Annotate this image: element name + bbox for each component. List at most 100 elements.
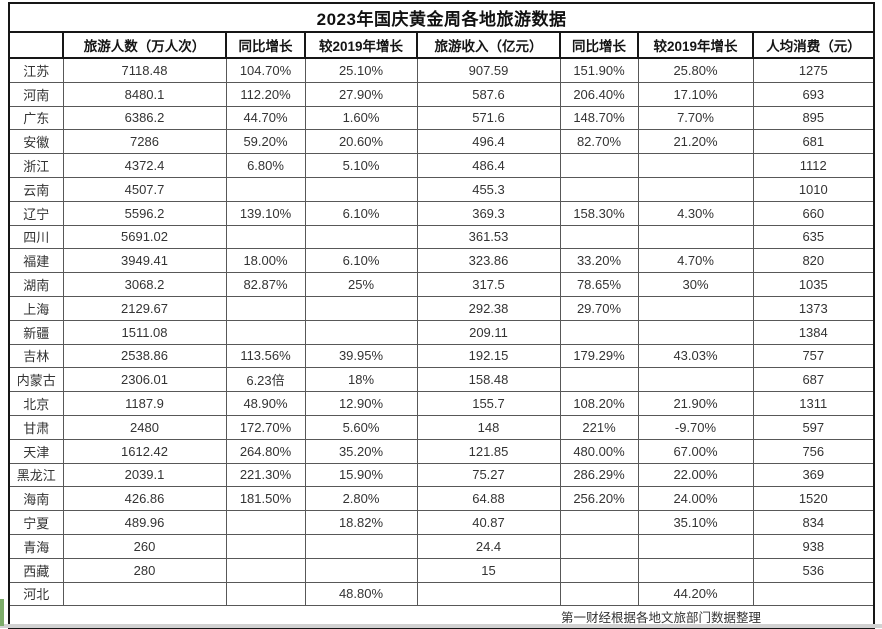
value-cell[interactable]: 18.00% — [225, 248, 306, 274]
value-cell[interactable]: 209.11 — [416, 319, 561, 345]
value-cell[interactable]: 4372.4 — [62, 153, 227, 178]
value-cell[interactable] — [559, 176, 639, 202]
province-cell[interactable]: 辽宁 — [8, 200, 64, 226]
value-cell[interactable] — [637, 224, 754, 250]
value-cell[interactable]: 820 — [752, 248, 875, 274]
value-cell[interactable] — [62, 581, 227, 607]
value-cell[interactable] — [559, 319, 639, 345]
value-cell[interactable] — [304, 295, 418, 321]
value-cell[interactable] — [304, 533, 418, 559]
value-cell[interactable]: 635 — [752, 224, 875, 250]
value-cell[interactable]: 7286 — [62, 129, 227, 155]
value-cell[interactable]: 64.88 — [416, 486, 561, 512]
value-cell[interactable]: 687 — [752, 367, 875, 393]
value-cell[interactable]: 426.86 — [62, 486, 227, 512]
value-cell[interactable] — [559, 533, 639, 559]
province-cell[interactable]: 海南 — [8, 486, 64, 512]
value-cell[interactable] — [304, 557, 418, 583]
value-cell[interactable]: 455.3 — [416, 176, 561, 202]
province-cell[interactable]: 甘肃 — [8, 414, 64, 440]
value-cell[interactable]: 3068.2 — [62, 272, 227, 297]
value-cell[interactable]: 2480 — [62, 414, 227, 440]
value-cell[interactable]: 15 — [416, 557, 561, 583]
value-cell[interactable]: 22.00% — [637, 462, 754, 488]
value-cell[interactable]: 4.70% — [637, 248, 754, 274]
value-cell[interactable]: 660 — [752, 200, 875, 226]
value-cell[interactable]: 7118.48 — [62, 57, 227, 83]
column-header[interactable]: 同比增长 — [225, 31, 306, 59]
province-cell[interactable]: 宁夏 — [8, 510, 64, 535]
value-cell[interactable]: 112.20% — [225, 81, 306, 107]
value-cell[interactable]: 264.80% — [225, 438, 306, 464]
province-cell[interactable]: 河北 — [8, 581, 64, 607]
value-cell[interactable]: 24.00% — [637, 486, 754, 512]
value-cell[interactable]: 148 — [416, 414, 561, 440]
value-cell[interactable] — [637, 367, 754, 393]
column-header[interactable]: 较2019年增长 — [637, 31, 754, 59]
value-cell[interactable]: 25.10% — [304, 57, 418, 83]
value-cell[interactable]: 2538.86 — [62, 343, 227, 369]
value-cell[interactable]: 29.70% — [559, 295, 639, 321]
value-cell[interactable]: 192.15 — [416, 343, 561, 369]
value-cell[interactable] — [559, 581, 639, 607]
value-cell[interactable]: 6.10% — [304, 248, 418, 274]
value-cell[interactable] — [559, 153, 639, 178]
province-cell[interactable]: 青海 — [8, 533, 64, 559]
table-title[interactable]: 2023年国庆黄金周各地旅游数据 — [7, 2, 876, 33]
value-cell[interactable]: 7.70% — [637, 105, 754, 131]
value-cell[interactable]: 2129.67 — [62, 295, 227, 321]
province-cell[interactable]: 黑龙江 — [8, 462, 64, 488]
value-cell[interactable]: 757 — [752, 343, 875, 369]
province-cell[interactable]: 四川 — [8, 224, 64, 250]
column-header[interactable]: 旅游收入（亿元） — [416, 31, 561, 59]
value-cell[interactable]: 489.96 — [62, 510, 227, 535]
value-cell[interactable]: 1373 — [752, 295, 875, 321]
value-cell[interactable] — [559, 367, 639, 393]
province-cell[interactable]: 广东 — [8, 105, 64, 131]
value-cell[interactable]: 104.70% — [225, 57, 306, 83]
value-cell[interactable]: 256.20% — [559, 486, 639, 512]
value-cell[interactable] — [304, 224, 418, 250]
value-cell[interactable]: 4507.7 — [62, 176, 227, 202]
value-cell[interactable]: 206.40% — [559, 81, 639, 107]
value-cell[interactable]: 317.5 — [416, 272, 561, 297]
value-cell[interactable]: 907.59 — [416, 57, 561, 83]
province-cell[interactable]: 内蒙古 — [8, 367, 64, 393]
value-cell[interactable]: 681 — [752, 129, 875, 155]
value-cell[interactable]: 5691.02 — [62, 224, 227, 250]
value-cell[interactable]: 2039.1 — [62, 462, 227, 488]
value-cell[interactable]: 938 — [752, 533, 875, 559]
value-cell[interactable]: 280 — [62, 557, 227, 583]
value-cell[interactable]: 181.50% — [225, 486, 306, 512]
value-cell[interactable]: 15.90% — [304, 462, 418, 488]
value-cell[interactable]: 139.10% — [225, 200, 306, 226]
column-header[interactable]: 旅游人数（万人次） — [62, 31, 227, 59]
value-cell[interactable] — [225, 295, 306, 321]
value-cell[interactable]: 756 — [752, 438, 875, 464]
value-cell[interactable]: 59.20% — [225, 129, 306, 155]
value-cell[interactable]: 587.6 — [416, 81, 561, 107]
value-cell[interactable] — [637, 176, 754, 202]
value-cell[interactable]: 369 — [752, 462, 875, 488]
value-cell[interactable]: 75.27 — [416, 462, 561, 488]
value-cell[interactable] — [225, 319, 306, 345]
value-cell[interactable] — [637, 557, 754, 583]
value-cell[interactable]: 2.80% — [304, 486, 418, 512]
value-cell[interactable]: 361.53 — [416, 224, 561, 250]
value-cell[interactable]: -9.70% — [637, 414, 754, 440]
value-cell[interactable]: 221.30% — [225, 462, 306, 488]
value-cell[interactable] — [225, 557, 306, 583]
value-cell[interactable] — [637, 319, 754, 345]
value-cell[interactable]: 6.80% — [225, 153, 306, 178]
value-cell[interactable]: 25.80% — [637, 57, 754, 83]
value-cell[interactable]: 82.87% — [225, 272, 306, 297]
province-cell[interactable]: 河南 — [8, 81, 64, 107]
value-cell[interactable]: 3949.41 — [62, 248, 227, 274]
value-cell[interactable] — [559, 557, 639, 583]
value-cell[interactable]: 108.20% — [559, 391, 639, 416]
value-cell[interactable]: 30% — [637, 272, 754, 297]
province-cell[interactable]: 浙江 — [8, 153, 64, 178]
value-cell[interactable]: 4.30% — [637, 200, 754, 226]
value-cell[interactable]: 6386.2 — [62, 105, 227, 131]
value-cell[interactable]: 20.60% — [304, 129, 418, 155]
